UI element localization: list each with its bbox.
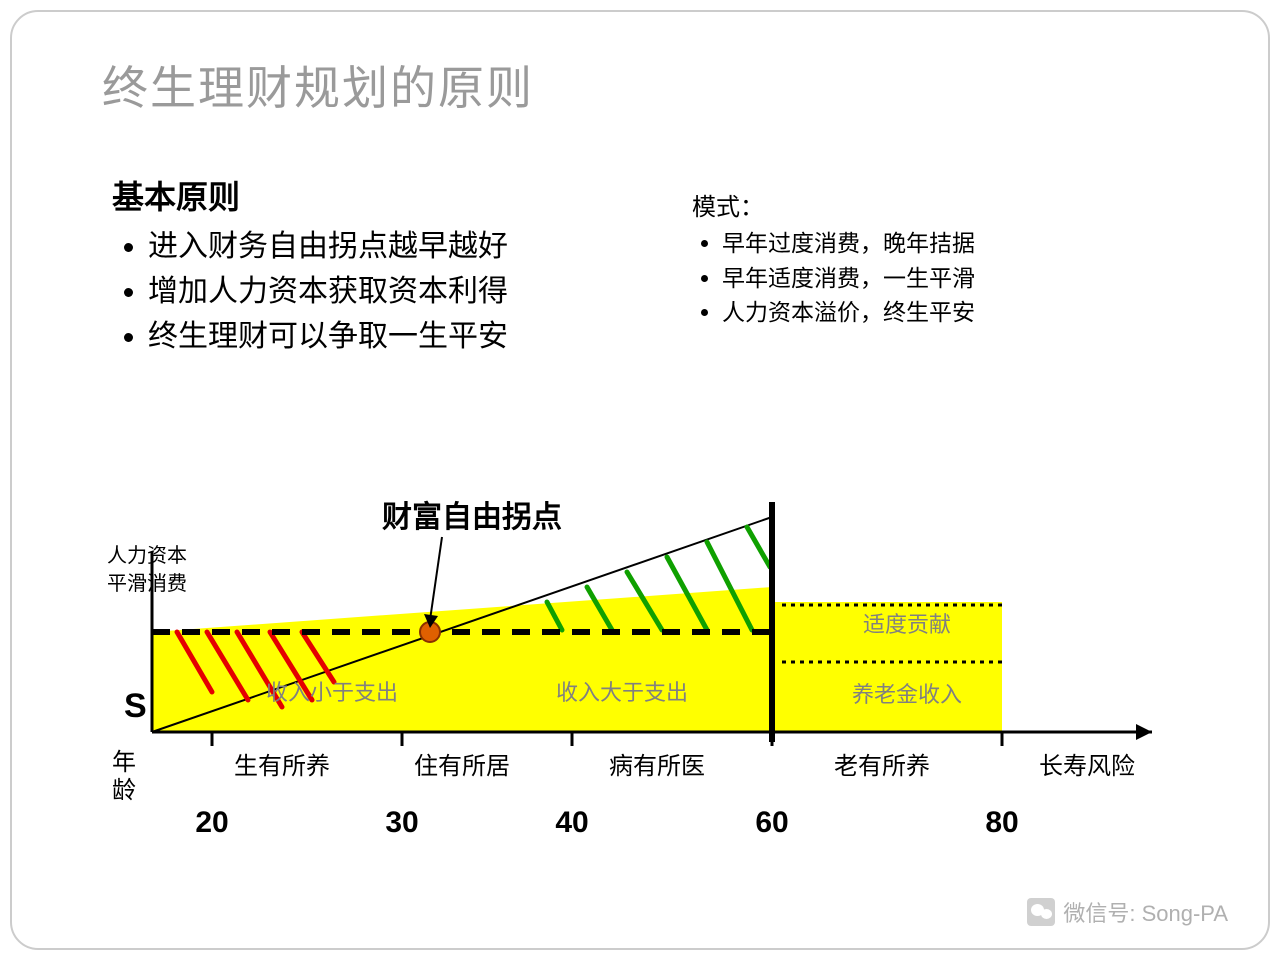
modes-header: 模式：: [692, 187, 1192, 222]
lifecycle-chart: 财富自由拐点人力资本平滑消费 S年龄 生有所养 住有所居 病有所医 老有所养 长寿风险 20 3…: [102, 432, 1182, 862]
svg-text:病有所医: 病有所医: [609, 753, 705, 780]
slide-frame: 终生理财规划的原则 基本原则 进入财务自由拐点越早越好 增加人力资本获取资本利得…: [10, 10, 1270, 950]
svg-text:老有所养: 老有所养: [834, 753, 930, 780]
modes-list: 早年过度消费，晚年拮据 早年适度消费，一生平滑 人力资本溢价，终生平安: [692, 226, 1192, 330]
slide-title: 终生理财规划的原则: [102, 52, 534, 118]
svg-text:S: S: [124, 687, 147, 725]
svg-text:养老金收入: 养老金收入: [852, 682, 962, 707]
svg-text:人力资本: 人力资本: [107, 544, 187, 567]
principle-item: 终生理财可以争取一生平安: [148, 314, 632, 359]
svg-text:60: 60: [755, 806, 788, 839]
svg-text:年: 年: [112, 749, 136, 776]
svg-text:财富自由拐点: 财富自由拐点: [382, 500, 562, 534]
svg-text:30: 30: [385, 806, 418, 839]
svg-text:住有所居: 住有所居: [414, 753, 510, 780]
principle-item: 增加人力资本获取资本利得: [148, 269, 632, 314]
principles-header: 基本原则: [112, 172, 632, 218]
mode-item: 早年过度消费，晚年拮据: [722, 226, 1192, 261]
svg-text:20: 20: [195, 806, 228, 839]
wechat-icon: [1027, 898, 1055, 926]
svg-text:平滑消费: 平滑消费: [107, 572, 187, 595]
mode-item: 人力资本溢价，终生平安: [722, 295, 1192, 330]
svg-text:收入小于支出: 收入小于支出: [266, 680, 398, 705]
svg-text:生有所养: 生有所养: [234, 753, 330, 780]
watermark-text: 微信号: Song-PA: [1063, 896, 1228, 928]
principles-list: 进入财务自由拐点越早越好 增加人力资本获取资本利得 终生理财可以争取一生平安: [112, 224, 632, 359]
principles-block: 基本原则 进入财务自由拐点越早越好 增加人力资本获取资本利得 终生理财可以争取一…: [112, 172, 632, 359]
svg-text:40: 40: [555, 806, 588, 839]
svg-text:收入大于支出: 收入大于支出: [556, 680, 688, 705]
svg-text:长寿风险: 长寿风险: [1039, 753, 1135, 780]
svg-text:适度贡献: 适度贡献: [863, 612, 951, 637]
svg-text:龄: 龄: [112, 777, 136, 804]
principle-item: 进入财务自由拐点越早越好: [148, 224, 632, 269]
svg-text:80: 80: [985, 806, 1018, 839]
modes-block: 模式： 早年过度消费，晚年拮据 早年适度消费，一生平滑 人力资本溢价，终生平安: [692, 187, 1192, 330]
watermark: 微信号: Song-PA: [1027, 896, 1228, 928]
mode-item: 早年适度消费，一生平滑: [722, 261, 1192, 296]
chart-svg: 财富自由拐点人力资本平滑消费 S年龄 生有所养 住有所居 病有所医 老有所养 长寿风险 20 3…: [102, 432, 1182, 862]
